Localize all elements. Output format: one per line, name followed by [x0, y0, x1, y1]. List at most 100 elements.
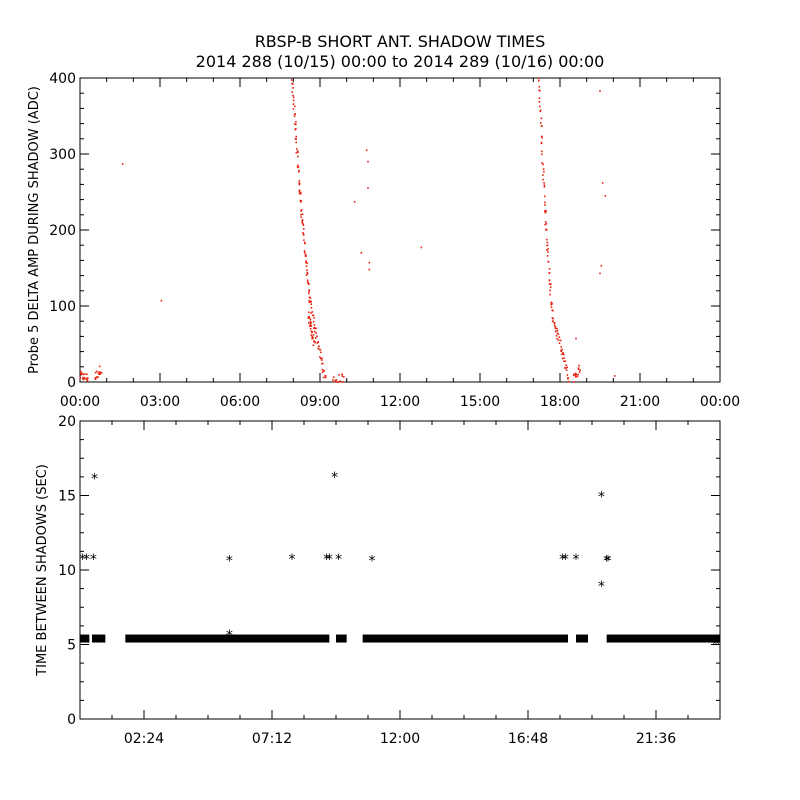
- data-point: [552, 320, 554, 322]
- data-point: [538, 100, 541, 103]
- data-point: [310, 300, 312, 303]
- chart-subtitle: 2014 288 (10/15) 00:00 to 2014 289 (10/1…: [195, 52, 605, 71]
- baseline-points: [362, 634, 568, 643]
- data-point: [313, 324, 316, 326]
- data-point: [368, 261, 371, 264]
- data-point: [305, 260, 307, 262]
- data-point: [298, 179, 301, 182]
- data-point: [541, 125, 543, 127]
- data-point: [292, 99, 295, 102]
- data-point: [546, 249, 548, 251]
- y-tick-label: 200: [49, 223, 76, 239]
- data-point: [84, 373, 86, 375]
- data-point: [293, 123, 296, 125]
- data-point: *: [79, 552, 86, 568]
- data-point: [312, 320, 315, 323]
- data-point: [572, 374, 575, 377]
- data-point: [97, 376, 99, 378]
- data-point: *: [562, 552, 569, 568]
- data-point: [314, 330, 316, 333]
- data-point: [310, 325, 313, 327]
- data-point: [302, 224, 305, 226]
- data-point: [292, 103, 295, 105]
- data-point: [332, 376, 335, 378]
- data-point: [302, 232, 305, 235]
- data-point: [556, 337, 558, 340]
- data-point: [543, 182, 545, 184]
- data-point: [539, 89, 541, 92]
- data-point: *: [226, 628, 233, 644]
- data-point: [563, 357, 565, 360]
- data-point: *: [226, 554, 233, 570]
- data-point: [543, 184, 546, 186]
- data-point: [538, 85, 541, 88]
- data-point: [579, 369, 581, 372]
- data-point: [565, 369, 568, 371]
- data-point: [550, 306, 553, 308]
- y-tick-label: 0: [67, 375, 76, 391]
- data-point: [547, 251, 549, 253]
- data-point: [575, 373, 577, 376]
- data-point: [321, 357, 323, 360]
- data-point: [335, 381, 338, 383]
- data-point: *: [289, 552, 296, 568]
- data-point: [310, 312, 312, 314]
- data-point: [309, 324, 312, 326]
- data-point: *: [369, 554, 376, 570]
- data-point: [308, 317, 311, 319]
- baseline-points: [80, 634, 90, 643]
- data-point: [538, 105, 541, 108]
- data-point: [553, 324, 556, 327]
- data-point: [420, 246, 423, 249]
- data-point: [296, 164, 299, 167]
- data-point: [557, 333, 560, 335]
- data-point: [577, 367, 580, 369]
- plot-frame: [79, 420, 721, 720]
- data-point: [300, 213, 302, 216]
- data-point: [300, 209, 303, 211]
- data-point: [565, 364, 567, 367]
- baseline-points: [336, 634, 347, 643]
- data-point: [305, 274, 308, 276]
- data-point: [303, 250, 306, 252]
- data-point: [292, 87, 294, 89]
- data-point: [541, 136, 543, 139]
- y-tick-label: 10: [58, 563, 76, 579]
- data-point: [303, 239, 305, 241]
- top-panel: 00:00 03:00 06:00 09:00 12:00 15:00 18:00 21:00…: [27, 71, 740, 410]
- data-point: *: [605, 554, 612, 570]
- data-point: [317, 345, 320, 347]
- data-point: [549, 293, 551, 296]
- data-point: [311, 331, 314, 333]
- data-point: [548, 268, 551, 270]
- data-point: [324, 375, 327, 377]
- data-point: [296, 166, 299, 169]
- data-point: *: [598, 579, 605, 595]
- data-point: [160, 299, 163, 302]
- data-point: [538, 79, 540, 82]
- baseline-points: [606, 634, 720, 643]
- data-point: [308, 283, 310, 286]
- data-point: [541, 150, 543, 153]
- data-point: [578, 364, 580, 367]
- data-point: [539, 110, 542, 113]
- data-point: [292, 108, 295, 110]
- data-point: [573, 381, 575, 383]
- data-point: [561, 357, 564, 360]
- data-point: [312, 337, 314, 339]
- data-point: [94, 376, 97, 379]
- data-point: [294, 113, 296, 116]
- y-tick-label: 15: [58, 489, 76, 505]
- data-point: [554, 327, 557, 330]
- data-point: *: [573, 552, 580, 568]
- data-point: [338, 381, 340, 383]
- data-point: [312, 334, 315, 336]
- data-point: [291, 91, 294, 93]
- y-axis-title: Probe 5 DELTA AMP DURING SHADOW (ADC): [27, 86, 42, 374]
- data-point: [544, 201, 546, 204]
- data-point: [79, 376, 82, 379]
- data-point: *: [326, 552, 333, 568]
- data-point: [295, 121, 297, 123]
- x-tick-label: 00:00: [700, 394, 740, 410]
- data-point: [298, 170, 300, 173]
